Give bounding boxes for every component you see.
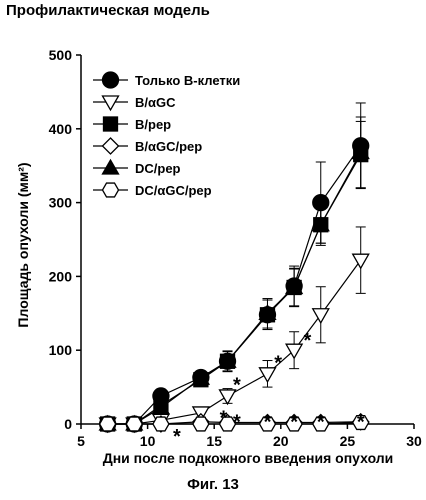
legend-marker (102, 116, 119, 132)
significance-mark: * (317, 411, 325, 433)
series-5 (98, 414, 370, 432)
y-tick-label: 500 (49, 47, 73, 63)
legend-marker (101, 71, 120, 89)
x-tick-label: 5 (77, 433, 85, 449)
legend-label: B/αGC (135, 95, 176, 110)
legend-label: DC/αGC/pep (135, 183, 212, 198)
legend-entry: Только B-клетки (93, 71, 240, 89)
data-point (311, 308, 330, 325)
data-point (98, 416, 117, 432)
legend-entry: B/pep (93, 116, 171, 132)
data-point (125, 416, 144, 432)
data-point (351, 414, 370, 431)
legend-marker (101, 158, 120, 175)
y-tick-label: 300 (49, 195, 73, 211)
data-point (312, 416, 330, 432)
y-tick-label: 0 (64, 416, 72, 432)
significance-mark: * (233, 374, 241, 396)
x-tick-label: 30 (406, 433, 422, 449)
significance-mark: * (220, 408, 228, 430)
data-point (311, 215, 330, 232)
legend-label: B/αGC/pep (135, 139, 202, 154)
legend-label: B/pep (135, 117, 171, 132)
legend-marker (101, 182, 120, 198)
series-1 (98, 226, 370, 434)
y-tick-label: 100 (49, 342, 73, 358)
data-point (218, 351, 237, 368)
legend-marker (101, 137, 120, 155)
legend-entry: B/αGC (93, 95, 176, 112)
data-point (351, 253, 370, 270)
significance-mark: * (290, 411, 298, 433)
legend-entry: B/αGC/pep (93, 137, 202, 155)
x-tick-label: 20 (273, 433, 289, 449)
data-point (218, 416, 237, 432)
y-tick-label: 400 (49, 121, 73, 137)
significance-mark: * (173, 426, 181, 448)
data-point (151, 398, 171, 415)
y-tick-label: 200 (49, 268, 73, 284)
significance-mark: * (274, 352, 282, 374)
significance-mark: * (357, 411, 365, 433)
series-layer (98, 102, 370, 434)
x-tick-label: 25 (340, 433, 356, 449)
significance-mark: * (264, 411, 272, 433)
legend-label: DC/pep (135, 161, 181, 176)
page-title: Профилактическая модель (6, 2, 210, 19)
data-point (284, 343, 304, 360)
data-point (351, 143, 370, 160)
data-point (258, 303, 277, 320)
legend-entry: DC/αGC/pep (93, 182, 212, 198)
significance-mark: * (304, 330, 312, 352)
data-point (192, 416, 210, 432)
series-line (107, 259, 362, 425)
data-point (152, 416, 170, 432)
legend-marker (101, 95, 120, 112)
significance-layer: ** ******* * (173, 330, 365, 448)
legend-label: Только B-клетки (135, 73, 240, 88)
data-point (258, 416, 277, 432)
x-axis-title: Дни после подкожного введения опухоли (103, 450, 394, 466)
x-tick-label: 15 (206, 433, 222, 449)
significance-mark: * (233, 411, 241, 433)
y-axis-title: Площадь опухоли (мм²) (15, 162, 31, 327)
legend-entry: DC/pep (93, 158, 181, 176)
legend: Только B-клетки B/αGC B/pep B/αGC/pep DC/pep… (93, 71, 240, 198)
data-point (285, 416, 303, 432)
data-point (258, 367, 277, 384)
data-point (284, 278, 304, 295)
figure-caption: Фиг. 13 (187, 476, 239, 493)
x-tick-label: 10 (140, 433, 156, 449)
data-point (191, 368, 211, 385)
data-point (218, 389, 237, 406)
